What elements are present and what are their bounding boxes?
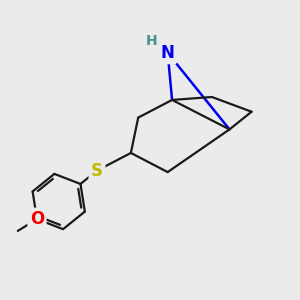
Text: N: N (161, 44, 175, 62)
Text: H: H (146, 34, 157, 48)
Text: O: O (30, 210, 44, 228)
Text: S: S (91, 162, 103, 180)
